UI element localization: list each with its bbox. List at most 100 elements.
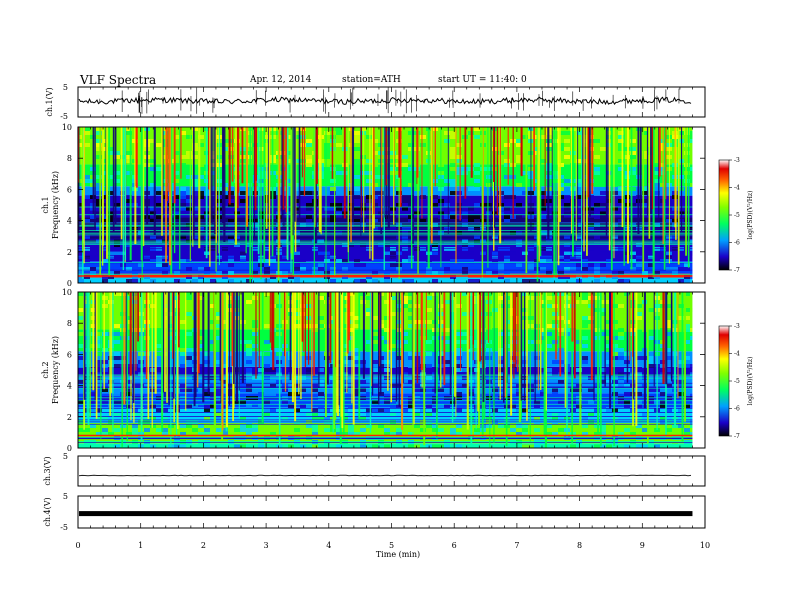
spectrogram-cell [126,259,132,263]
spectrogram-cell [504,247,510,251]
spectrogram-cell [612,384,618,388]
spectrogram-cell [666,368,672,372]
spectrogram-cell [522,135,528,139]
spectrogram-cell [594,167,600,171]
spectrogram-cell [246,344,252,348]
spectrogram-cell [474,360,480,364]
spectrogram-cell [78,271,84,275]
spectrogram-cell [150,332,156,336]
spectrogram-cell [102,304,108,308]
ch1-waveform-panel: 5 -5 ch.1(V) [45,83,706,121]
spectrogram-cell [654,191,660,195]
spectrogram-cell [318,404,324,408]
spectrogram-cell [534,324,540,328]
spectrogram-cell [216,392,222,396]
spectrogram-cell [546,259,552,263]
spectrogram-cell [300,143,306,147]
spectrogram-cell [306,167,312,171]
spectrogram-cell [666,292,672,296]
spectrogram-cell [504,143,510,147]
spectrogram-cell [558,187,564,191]
spectrogram-cell [408,279,414,283]
spectrogram-cell [96,408,102,412]
spectrogram-cell [114,340,120,344]
spectrogram-cell [102,279,108,283]
spectrogram-cell [474,135,480,139]
spectrogram-cell [162,416,168,420]
spectrogram-cell [612,412,618,416]
spectrogram-cell [114,135,120,139]
spectrogram-cell [78,143,84,147]
colorbar-tick-label: -4 [734,185,740,192]
spectrogram-cell [408,308,414,312]
spectrogram-cell [636,292,642,296]
y-tick-label: 4 [67,382,72,391]
ch1-ytick-bottom: -5 [60,112,68,121]
spectrogram-cell [612,207,618,211]
spectrogram-cell [402,332,408,336]
spectrogram-cell [600,432,606,436]
spectrogram-cell [594,424,600,428]
spectrogram-cell [600,332,606,336]
spectrogram-cell [516,432,522,436]
spectrogram-cell [126,292,132,296]
spectrogram-cell [504,279,510,283]
spectrogram-cell [114,251,120,255]
spectrogram-cell [372,364,378,368]
spectrogram-cell [204,388,210,392]
spectrogram-cell [354,336,360,340]
spectrogram-cell [204,416,210,420]
spectrogram-cell [456,203,462,207]
spectrogram-cell [126,336,132,340]
spectrogram-cell [618,139,624,143]
spectrogram-cell [372,336,378,340]
spectrogram-cell [366,195,372,199]
spectrogram-cell [618,199,624,203]
spectrogram-cell [504,175,510,179]
spectrogram-cell [420,428,426,432]
spectrogram-cell [198,384,204,388]
spectrogram-cell [630,139,636,143]
spectrogram-cell [624,392,630,396]
spectrogram-cell [588,163,594,167]
ch1-colorbar [718,159,730,271]
spectrogram-cell [264,267,270,271]
spectrogram-cell [618,203,624,207]
spectrogram-cell [672,271,678,275]
spectrogram-cell [360,416,366,420]
y-tick-label: 6 [67,185,72,194]
spectrogram-cell [582,300,588,304]
spectrogram-cell [132,428,138,432]
spectrogram-cell [468,259,474,263]
spectrogram-cell [576,183,582,187]
spectrogram-cell [456,211,462,215]
spectrogram-cell [468,219,474,223]
spectrogram-cell [468,187,474,191]
spectrogram-cell [372,139,378,143]
spectrogram-cell [126,400,132,404]
spectrogram-cell [78,255,84,259]
spectrogram-cell [156,344,162,348]
spectrogram-cell [192,147,198,151]
spectrogram-cell [246,267,252,271]
spectrogram-cell [426,352,432,356]
spectrogram-cell [498,352,504,356]
spectrogram-cell [198,211,204,215]
spectrogram-cell [618,271,624,275]
spectrogram-cell [504,271,510,275]
spectrogram-cell [240,251,246,255]
spectrogram-cell [354,203,360,207]
spectrogram-cell [678,127,684,131]
spectrogram-cell [444,384,450,388]
spectrogram-cell [666,428,672,432]
spectrogram-cell [360,171,366,175]
spectrogram-cell [636,340,642,344]
spectrogram-cell [630,432,636,436]
spectrogram-cell [204,432,210,436]
spectrogram-cell [246,131,252,135]
spectrogram-cell [342,324,348,328]
spectrogram-cell [618,187,624,191]
spectrogram-cell [204,440,210,444]
spectrogram-cell [264,352,270,356]
spectrogram-cell [144,275,150,279]
